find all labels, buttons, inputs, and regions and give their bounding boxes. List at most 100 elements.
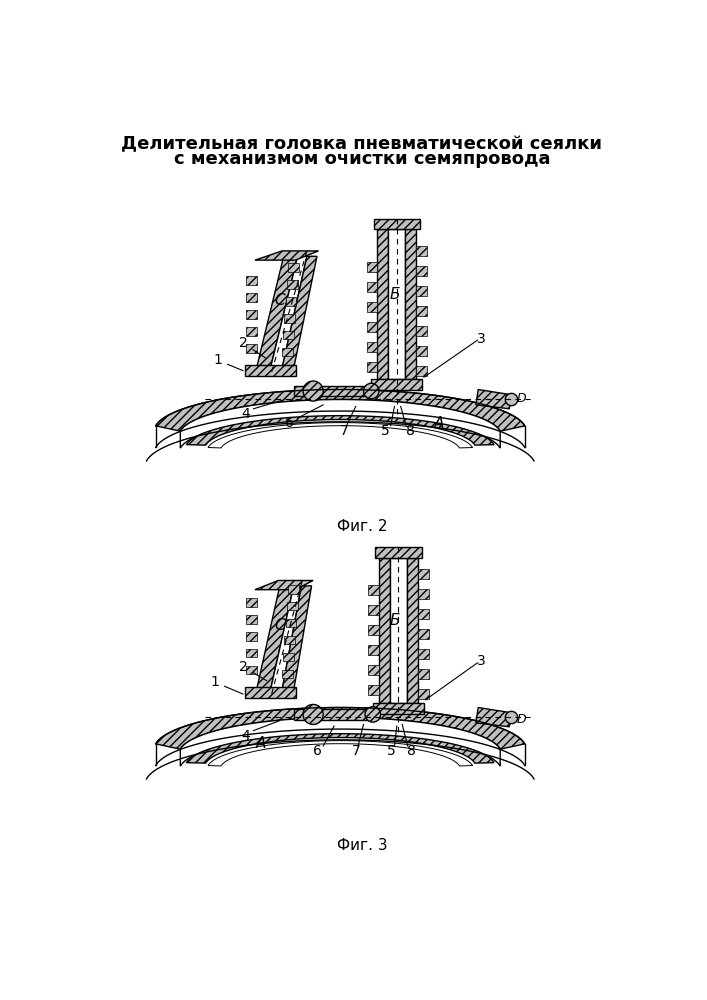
Circle shape [303,381,323,401]
Polygon shape [255,251,319,260]
Polygon shape [378,229,388,379]
Polygon shape [293,386,371,396]
Polygon shape [282,348,293,356]
Polygon shape [367,262,378,272]
Polygon shape [156,390,525,431]
Polygon shape [367,362,378,372]
Polygon shape [271,586,301,690]
Polygon shape [418,609,428,619]
Text: 8: 8 [406,424,414,438]
Polygon shape [367,322,378,332]
Polygon shape [246,327,257,336]
Text: 2: 2 [239,336,267,359]
Polygon shape [246,649,257,657]
Polygon shape [367,282,378,292]
Text: Фиг. 3: Фиг. 3 [337,838,387,853]
Circle shape [506,393,518,406]
Polygon shape [246,632,257,641]
Polygon shape [246,310,257,319]
Polygon shape [368,585,379,595]
Text: С: С [274,293,285,308]
Polygon shape [379,558,390,703]
Text: 5: 5 [387,744,396,758]
Polygon shape [368,685,379,695]
Polygon shape [416,366,427,376]
Text: А: А [256,736,267,751]
Circle shape [365,707,380,722]
Polygon shape [293,709,373,720]
Text: D: D [517,392,527,405]
Text: Фиг. 2: Фиг. 2 [337,519,387,534]
Polygon shape [416,266,427,276]
Polygon shape [416,286,427,296]
Text: 7: 7 [351,744,360,758]
Text: 3: 3 [477,654,486,668]
Text: Б: Б [390,613,399,628]
Text: 4: 4 [241,407,250,421]
Polygon shape [476,708,513,727]
Polygon shape [246,344,257,353]
Polygon shape [368,605,379,615]
Text: Делительная головка пневматической сеялки: Делительная головка пневматической сеялк… [122,136,602,154]
Text: 1: 1 [214,353,243,371]
Polygon shape [246,666,257,674]
Polygon shape [368,665,379,675]
Polygon shape [416,306,427,316]
Text: 2: 2 [239,660,267,681]
Polygon shape [284,314,296,323]
Text: 6: 6 [312,744,322,758]
Polygon shape [418,569,428,579]
Text: 1: 1 [210,675,243,694]
Circle shape [363,383,379,399]
Polygon shape [418,689,428,699]
Polygon shape [416,326,427,336]
Polygon shape [287,280,298,289]
Polygon shape [156,708,525,749]
Text: 8: 8 [407,744,416,758]
Polygon shape [407,558,418,703]
Text: 4: 4 [241,729,250,743]
Polygon shape [245,365,296,376]
Polygon shape [187,734,494,763]
Polygon shape [373,703,424,714]
Polygon shape [418,629,428,639]
Polygon shape [284,653,294,661]
Polygon shape [405,229,416,379]
Polygon shape [367,342,378,352]
Polygon shape [373,219,420,229]
Text: D: D [517,713,527,726]
Polygon shape [418,669,428,679]
Polygon shape [388,229,405,379]
Circle shape [506,711,518,724]
Polygon shape [368,645,379,655]
Text: 3: 3 [477,332,486,346]
Polygon shape [246,293,257,302]
Polygon shape [282,256,317,368]
Text: 5: 5 [381,424,390,438]
Polygon shape [208,741,472,766]
Polygon shape [286,297,296,306]
Polygon shape [416,346,427,356]
Polygon shape [288,263,299,272]
Polygon shape [368,625,379,635]
Polygon shape [416,246,427,256]
Polygon shape [287,602,298,610]
Polygon shape [271,256,307,368]
Text: А: А [434,416,445,431]
Polygon shape [375,547,421,558]
Text: с механизмом очистки семяпровода: с механизмом очистки семяпровода [174,149,550,167]
Polygon shape [288,585,299,594]
Polygon shape [255,580,313,590]
Polygon shape [476,389,513,409]
Text: С: С [274,618,285,633]
Polygon shape [367,302,378,312]
Polygon shape [245,687,296,698]
Polygon shape [284,636,296,644]
Text: 6: 6 [286,416,294,430]
Polygon shape [180,718,500,766]
Text: Б: Б [390,287,399,302]
Polygon shape [418,589,428,599]
Polygon shape [187,416,494,445]
Polygon shape [246,598,257,607]
Polygon shape [246,615,257,624]
